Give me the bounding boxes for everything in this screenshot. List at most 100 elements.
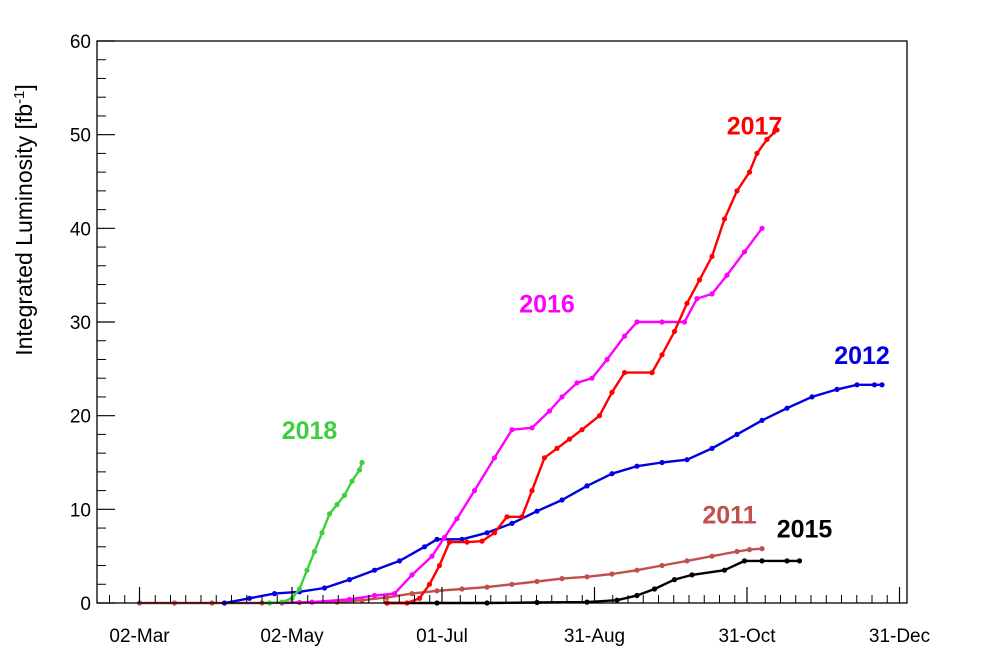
series-2011-point: [559, 576, 565, 582]
series-2017-point: [541, 455, 548, 461]
label-layer: 2011 2012 2015 2016 2017 2018: [282, 113, 890, 544]
series-2016-point: [509, 427, 515, 433]
series-2018-point: [349, 478, 355, 484]
series-2015-point: [741, 558, 748, 564]
series-2017-point: [649, 370, 655, 376]
series-2012-point: [684, 457, 690, 463]
x-tick-label: 31-Aug: [564, 626, 625, 647]
series-2017-point: [529, 488, 535, 494]
series-2015-label: 2015: [777, 515, 833, 543]
series-layer: [136, 127, 885, 606]
series-2018: [266, 459, 365, 606]
y-axis-title-main: Integrated Luminosity [fb: [11, 104, 37, 356]
series-2017-point: [659, 352, 665, 358]
series-2016-point: [471, 488, 478, 494]
series-2016-label: 2016: [519, 291, 575, 319]
series-2017-point: [464, 539, 470, 545]
series-2012-point: [734, 431, 740, 437]
series-2016-point: [454, 516, 460, 522]
series-2016-point: [409, 572, 415, 578]
series-2016-point: [529, 425, 535, 431]
series-2017-point: [774, 127, 780, 133]
series-2015-point: [634, 592, 640, 599]
series-2015-point: [796, 558, 803, 564]
series-2016-point: [429, 553, 435, 559]
series-2012-point: [609, 471, 615, 477]
series-2011-point: [759, 546, 765, 552]
x-tick-label: 31-Dec: [869, 626, 930, 647]
series-2012-point: [421, 544, 428, 550]
series-2011-point: [584, 574, 590, 580]
series-2017-point: [721, 216, 728, 222]
series-2017-point: [621, 370, 628, 376]
series-2016-point: [589, 375, 595, 381]
series-2016-point: [346, 596, 353, 602]
series-2012-point: [784, 405, 790, 411]
series-2016-point: [709, 291, 715, 297]
series-2011-point: [709, 553, 715, 559]
y-axis-title-sup: -1: [11, 91, 28, 104]
series-2012-point: [659, 459, 665, 466]
series-2016-point: [574, 380, 580, 386]
series-2012-point: [534, 508, 540, 514]
series-2015: [384, 558, 803, 606]
series-2015-point: [784, 558, 790, 564]
series-2017-point: [519, 514, 525, 520]
series-2017-point: [734, 188, 740, 194]
series-2016-point: [621, 333, 628, 339]
series-2015-point: [721, 567, 728, 573]
series-2011-point: [459, 586, 465, 592]
series-2017-point: [684, 300, 690, 306]
series-2011-point: [684, 558, 690, 564]
series-2018-point: [319, 530, 325, 536]
y-tick-label: 60: [70, 32, 91, 53]
series-2017-point: [696, 277, 703, 283]
y-axis-title: Integrated Luminosity [fb-1]: [11, 84, 38, 356]
series-2018-label: 2018: [282, 417, 338, 445]
series-2017-point: [426, 581, 433, 587]
series-2017-point: [764, 136, 770, 142]
series-2016-point: [391, 591, 398, 597]
series-2011-label: 2011: [702, 501, 756, 529]
series-2018-point: [279, 599, 285, 605]
x-tick-label: 01-Jul: [416, 626, 468, 647]
series-2016-point: [371, 592, 378, 599]
series-2011-point: [409, 591, 415, 597]
series-2012-point: [271, 591, 278, 597]
y-tick-label: 40: [70, 219, 91, 240]
series-2016-point: [741, 249, 748, 255]
series-2017-point: [436, 562, 443, 569]
series-2012-point: [834, 386, 840, 392]
series-2012-point: [871, 382, 878, 388]
series-2018-point: [304, 567, 310, 573]
series-2012-point: [396, 558, 403, 564]
y-tick-label: 30: [70, 313, 91, 334]
series-2012-point: [321, 585, 328, 591]
series-2017-point: [754, 150, 760, 156]
series-2015-point: [651, 586, 658, 592]
series-2018-point: [334, 502, 340, 508]
series-2012-point: [371, 567, 378, 573]
series-2012-point: [709, 445, 715, 451]
series-2017-point: [579, 427, 585, 433]
series-2011-point: [484, 584, 490, 590]
series-2012-point: [434, 536, 440, 542]
series-2015-point: [671, 577, 678, 583]
series-2012-point: [879, 382, 885, 388]
series-2015-point: [614, 597, 620, 603]
series-2017-point: [504, 514, 510, 520]
series-2017-point: [566, 436, 573, 442]
series-2018-line: [269, 462, 364, 605]
series-2017-point: [491, 530, 498, 536]
series-2015-point: [759, 558, 765, 564]
series-2016-point: [694, 296, 700, 302]
series-2012-point: [509, 520, 515, 527]
series-2018-point: [296, 586, 303, 592]
series-2012-point: [809, 394, 815, 400]
series-2012-point: [634, 463, 640, 469]
x-tick-label: 31-Oct: [718, 626, 776, 647]
series-2011-point: [746, 547, 753, 553]
series-2011-point: [734, 548, 740, 555]
series-2018-point: [359, 459, 365, 466]
